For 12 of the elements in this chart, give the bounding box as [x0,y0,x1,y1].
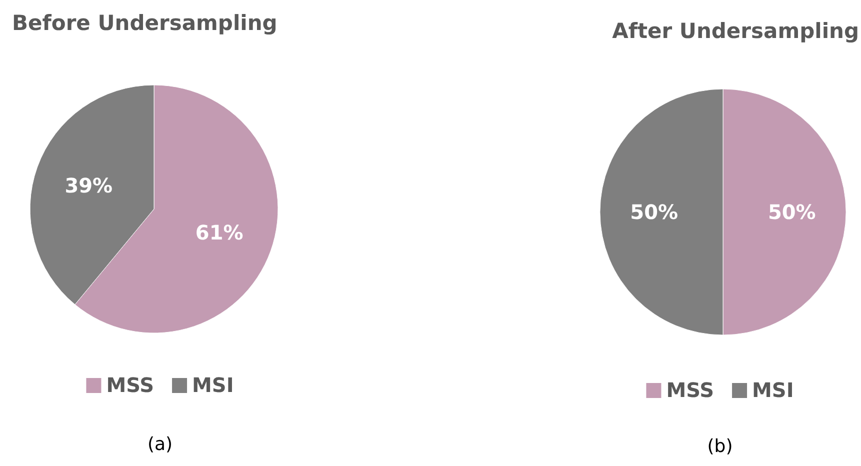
data-label: 39% [64,173,113,198]
legend-label: MSI [192,373,234,397]
text: (a) [147,434,173,455]
legend-label: MSS [666,378,714,402]
data-label: 50% [768,200,816,224]
data-label: 61% [195,220,244,245]
data-label: 50% [630,200,678,224]
legend-label: MSI [752,378,794,402]
chart-title: Before Undersampling [12,11,278,35]
chart-title: After Undersampling [612,19,859,43]
text: (b) [707,436,733,457]
legend-label: MSS [106,373,154,397]
